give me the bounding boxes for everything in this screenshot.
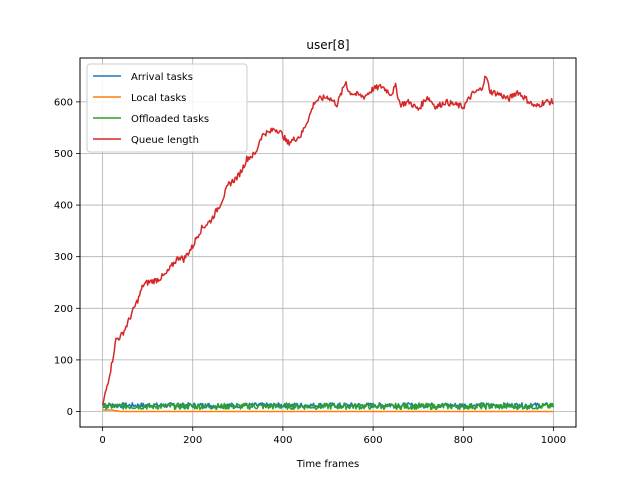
y-tick-label-4: 400 <box>54 201 73 212</box>
x-tick-label-3: 600 <box>364 435 383 446</box>
series-line-queue-length <box>101 75 555 406</box>
y-tick-label-3: 300 <box>54 252 73 263</box>
legend-label-offloaded-tasks: Offloaded tasks <box>131 114 209 125</box>
series-line-offloaded-tasks <box>102 402 555 411</box>
y-tick-label-5: 500 <box>54 149 73 160</box>
legend: Arrival tasks Local tasks Offloaded tasks Q… <box>86 63 248 153</box>
x-tick-label-2: 400 <box>273 435 292 446</box>
x-tick-label-4: 800 <box>454 435 473 446</box>
x-axis-label: Time frames <box>296 459 360 470</box>
x-tick-label-5: 1000 <box>541 435 566 446</box>
legend-label-local-tasks: Local tasks <box>131 93 186 104</box>
y-tick-label-2: 200 <box>54 304 73 315</box>
series-group <box>101 75 555 413</box>
x-tick-label-1: 200 <box>183 435 202 446</box>
y-tick-label-0: 0 <box>67 407 73 418</box>
y-tick-label-6: 600 <box>54 97 73 108</box>
plot-frame <box>79 57 577 428</box>
legend-label-arrival-tasks: Arrival tasks <box>131 72 193 83</box>
legend-box <box>86 63 248 153</box>
x-tick-label-0: 0 <box>99 435 105 446</box>
legend-label-queue-length: Queue length <box>131 135 199 146</box>
y-tick-label-1: 100 <box>54 355 73 366</box>
chart-title: user[8] <box>306 38 349 52</box>
series-line-local-tasks <box>102 409 554 413</box>
ticks: 0 200 400 600 800 1000 0 100 200 300 400 500 600 <box>54 97 566 446</box>
